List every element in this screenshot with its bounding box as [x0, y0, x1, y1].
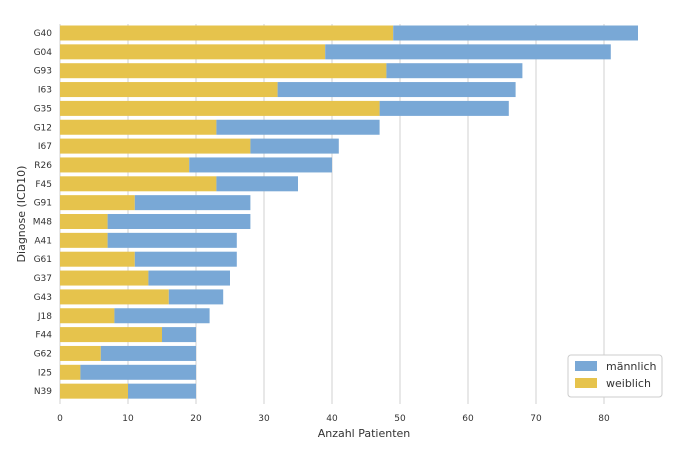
bar-weiblich-I63 — [60, 82, 278, 98]
y-tick-labels: G40 G04 G93 I63 G35 G12 I67 R26 F45 G91 M48 A41 G61 G… — [33, 29, 52, 397]
bar-weiblich-F45 — [60, 176, 217, 192]
y-tick-label-G04: G04 — [34, 48, 53, 58]
legend-label-maennlich: männlich — [606, 360, 657, 373]
y-tick-label-F45: F45 — [35, 180, 52, 190]
bar-weiblich-I67 — [60, 138, 251, 154]
legend: männlich weiblich — [567, 354, 663, 398]
x-tick-label: 70 — [530, 414, 542, 424]
y-tick-label-G93: G93 — [34, 67, 52, 77]
x-tick-label: 0 — [57, 414, 63, 424]
bar-weiblich-G61 — [60, 251, 135, 267]
bar-maennlich-N39 — [128, 383, 196, 399]
y-tick-label-G61: G61 — [34, 255, 52, 265]
y-tick-label-I67: I67 — [38, 142, 52, 152]
bar-maennlich-G61 — [134, 251, 237, 267]
bar-maennlich-I67 — [250, 138, 339, 154]
y-tick-label-N39: N39 — [34, 387, 52, 397]
bar-weiblich-G04 — [60, 44, 326, 60]
x-tick-label: 60 — [462, 414, 474, 424]
y-tick-label-G40: G40 — [34, 29, 53, 39]
y-tick-label-F44: F44 — [35, 331, 52, 341]
bar-weiblich-J18 — [60, 308, 115, 324]
x-tick-label: 10 — [122, 414, 134, 424]
y-tick-label-I25: I25 — [38, 368, 52, 378]
bar-maennlich-G40 — [393, 25, 638, 41]
bar-weiblich-G91 — [60, 195, 135, 211]
bars — [60, 25, 638, 399]
bar-weiblich-N39 — [60, 383, 128, 399]
y-tick-label-G43: G43 — [34, 293, 52, 303]
bar-maennlich-F44 — [162, 327, 196, 343]
bar-weiblich-G40 — [60, 25, 394, 41]
x-tick-label: 40 — [326, 414, 338, 424]
bar-weiblich-G35 — [60, 100, 380, 116]
y-tick-label-G62: G62 — [34, 349, 52, 359]
bar-weiblich-G43 — [60, 289, 169, 305]
bar-maennlich-G62 — [100, 345, 196, 361]
bar-maennlich-G12 — [216, 119, 380, 135]
bar-maennlich-G35 — [379, 100, 509, 116]
bar-maennlich-I25 — [80, 364, 196, 380]
y-tick-label-A41: A41 — [34, 236, 52, 246]
bar-maennlich-J18 — [114, 308, 210, 324]
bar-weiblich-F44 — [60, 327, 162, 343]
bar-weiblich-G37 — [60, 270, 149, 286]
x-tick-label: 80 — [598, 414, 610, 424]
y-tick-label-I63: I63 — [38, 86, 52, 96]
bar-maennlich-G04 — [325, 44, 611, 60]
y-axis-title: Diagnose (ICD10) — [15, 166, 28, 263]
bar-weiblich-M48 — [60, 214, 108, 229]
x-axis-title: Anzahl Patienten — [318, 427, 411, 440]
bar-maennlich-I63 — [277, 82, 516, 98]
bar-maennlich-R26 — [189, 157, 332, 173]
x-tick-label: 20 — [190, 414, 202, 424]
legend-swatch-maennlich — [575, 361, 597, 371]
legend-label-weiblich: weiblich — [606, 377, 651, 390]
bar-weiblich-I25 — [60, 364, 81, 380]
y-tick-label-G12: G12 — [34, 123, 52, 133]
legend-swatch-weiblich — [575, 378, 597, 388]
bar-maennlich-M48 — [107, 214, 251, 229]
bar-maennlich-F45 — [216, 176, 298, 192]
x-tick-label: 30 — [258, 414, 270, 424]
y-tick-label-M48: M48 — [33, 218, 52, 228]
bar-weiblich-G12 — [60, 119, 217, 135]
bar-weiblich-G93 — [60, 63, 387, 79]
bar-maennlich-G91 — [134, 195, 251, 211]
bar-weiblich-G62 — [60, 345, 101, 361]
y-tick-label-G37: G37 — [34, 274, 52, 284]
bar-maennlich-G37 — [148, 270, 230, 286]
y-tick-label-G35: G35 — [34, 104, 52, 114]
y-tick-label-J18: J18 — [37, 312, 52, 322]
bar-maennlich-G43 — [168, 289, 224, 305]
y-tick-label-R26: R26 — [34, 161, 52, 171]
bar-weiblich-A41 — [60, 232, 108, 248]
bar-weiblich-R26 — [60, 157, 190, 173]
bar-maennlich-G93 — [386, 63, 523, 79]
y-tick-label-G91: G91 — [34, 199, 52, 209]
x-tick-label: 50 — [394, 414, 406, 424]
bar-maennlich-A41 — [107, 232, 237, 248]
x-tick-labels: 0 10 20 30 40 50 60 70 80 — [57, 414, 610, 424]
